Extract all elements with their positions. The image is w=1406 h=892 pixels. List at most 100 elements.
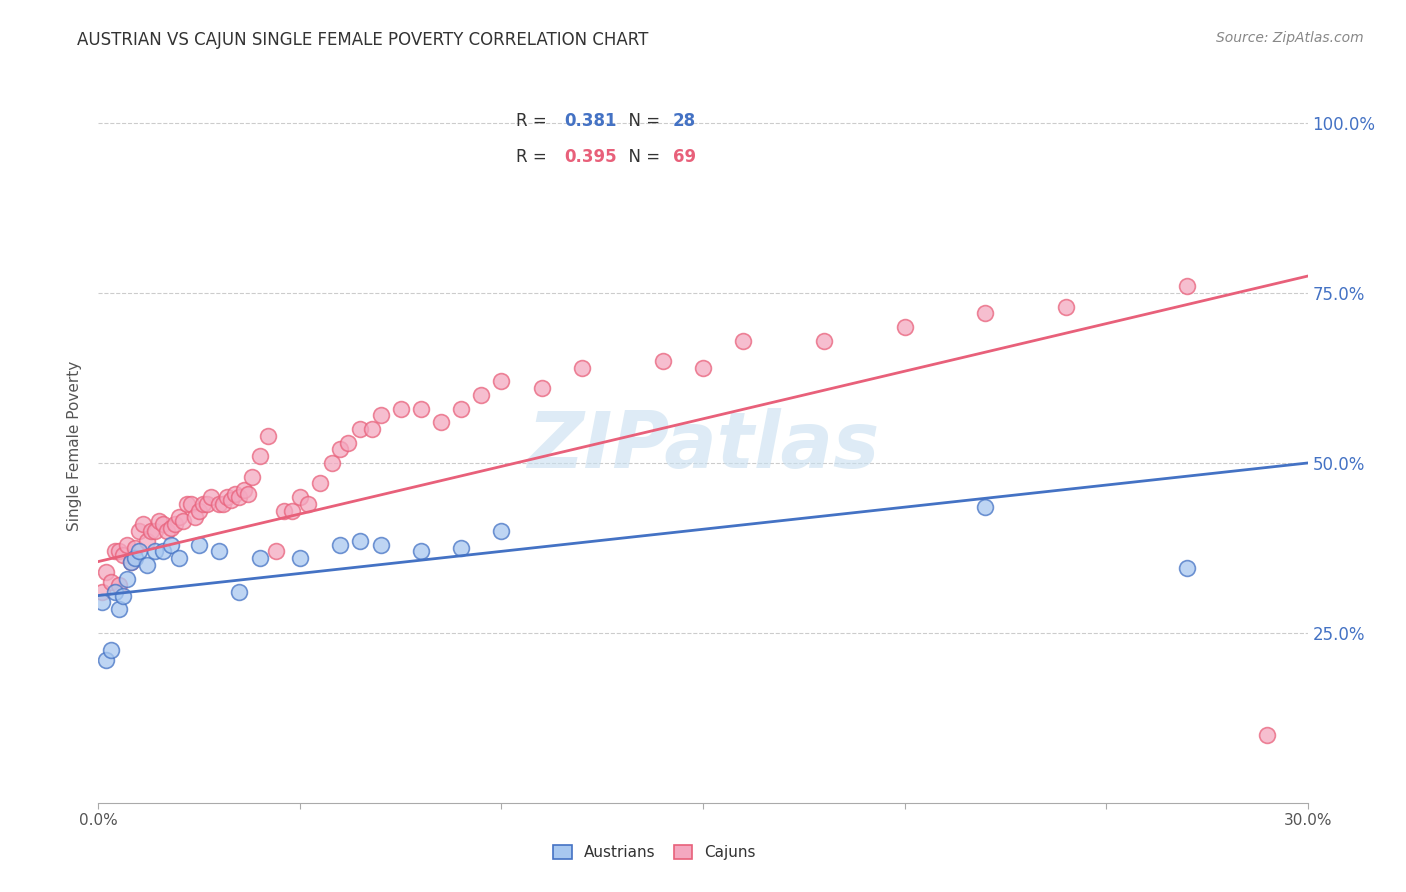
Point	[288, 551, 311, 566]
Legend: Austrians, Cajuns: Austrians, Cajuns	[547, 839, 762, 866]
Point	[120, 555, 142, 569]
Point	[107, 602, 129, 616]
Point	[167, 551, 190, 566]
Point	[193, 497, 215, 511]
Point	[240, 469, 263, 483]
Point	[264, 544, 287, 558]
Point	[160, 520, 183, 534]
Point	[124, 541, 146, 555]
Point	[349, 534, 371, 549]
Point	[139, 524, 162, 538]
Point	[1054, 300, 1077, 314]
Point	[188, 537, 211, 551]
Point	[124, 551, 146, 566]
Text: 0.381: 0.381	[564, 112, 616, 130]
Point	[160, 537, 183, 551]
Point	[128, 524, 150, 538]
Point	[491, 524, 513, 538]
Point	[893, 320, 915, 334]
Point	[208, 497, 231, 511]
Point	[450, 541, 472, 555]
Point	[288, 490, 311, 504]
Point	[297, 497, 319, 511]
Point	[409, 401, 432, 416]
Point	[329, 442, 352, 457]
Text: AUSTRIAN VS CAJUN SINGLE FEMALE POVERTY CORRELATION CHART: AUSTRIAN VS CAJUN SINGLE FEMALE POVERTY …	[77, 31, 648, 49]
Text: N =: N =	[619, 112, 665, 130]
Point	[228, 490, 250, 504]
Point	[180, 497, 202, 511]
Point	[232, 483, 254, 498]
Text: 0.395: 0.395	[564, 148, 617, 166]
Point	[221, 493, 243, 508]
Point	[450, 401, 472, 416]
Point	[143, 544, 166, 558]
Point	[349, 422, 371, 436]
Point	[256, 429, 278, 443]
Point	[389, 401, 412, 416]
Point	[115, 537, 138, 551]
Point	[111, 589, 134, 603]
Point	[208, 544, 231, 558]
Text: N =: N =	[619, 148, 665, 166]
Point	[115, 572, 138, 586]
Point	[96, 565, 118, 579]
Point	[1175, 561, 1198, 575]
Text: R =: R =	[516, 112, 551, 130]
Point	[143, 524, 166, 538]
Point	[470, 388, 492, 402]
Point	[152, 544, 174, 558]
Point	[172, 514, 194, 528]
Point	[135, 534, 157, 549]
Point	[103, 585, 125, 599]
Point	[249, 449, 271, 463]
Point	[370, 409, 392, 423]
Point	[212, 497, 235, 511]
Text: ZIPatlas: ZIPatlas	[527, 408, 879, 484]
Point	[195, 497, 218, 511]
Text: Source: ZipAtlas.com: Source: ZipAtlas.com	[1216, 31, 1364, 45]
Point	[200, 490, 222, 504]
Point	[813, 334, 835, 348]
Point	[530, 381, 553, 395]
Point	[107, 544, 129, 558]
Point	[329, 537, 352, 551]
Point	[163, 517, 186, 532]
Point	[409, 544, 432, 558]
Point	[100, 574, 122, 589]
Point	[281, 503, 304, 517]
Text: R =: R =	[516, 148, 551, 166]
Point	[974, 500, 997, 515]
Y-axis label: Single Female Poverty: Single Female Poverty	[67, 361, 83, 531]
Point	[128, 544, 150, 558]
Point	[100, 643, 122, 657]
Point	[1175, 279, 1198, 293]
Point	[132, 517, 155, 532]
Point	[321, 456, 343, 470]
Point	[176, 497, 198, 511]
Point	[733, 334, 755, 348]
Point	[184, 510, 207, 524]
Point	[167, 510, 190, 524]
Point	[188, 503, 211, 517]
Point	[430, 415, 453, 429]
Text: 28: 28	[672, 112, 696, 130]
Point	[651, 354, 673, 368]
Point	[156, 524, 179, 538]
Point	[135, 558, 157, 572]
Point	[120, 555, 142, 569]
Point	[148, 514, 170, 528]
Point	[571, 360, 593, 375]
Point	[337, 435, 360, 450]
Point	[152, 517, 174, 532]
Point	[236, 486, 259, 500]
Point	[217, 490, 239, 504]
Point	[361, 422, 384, 436]
Point	[91, 585, 114, 599]
Point	[370, 537, 392, 551]
Point	[111, 548, 134, 562]
Point	[974, 306, 997, 320]
Point	[309, 476, 332, 491]
Point	[491, 375, 513, 389]
Point	[103, 544, 125, 558]
